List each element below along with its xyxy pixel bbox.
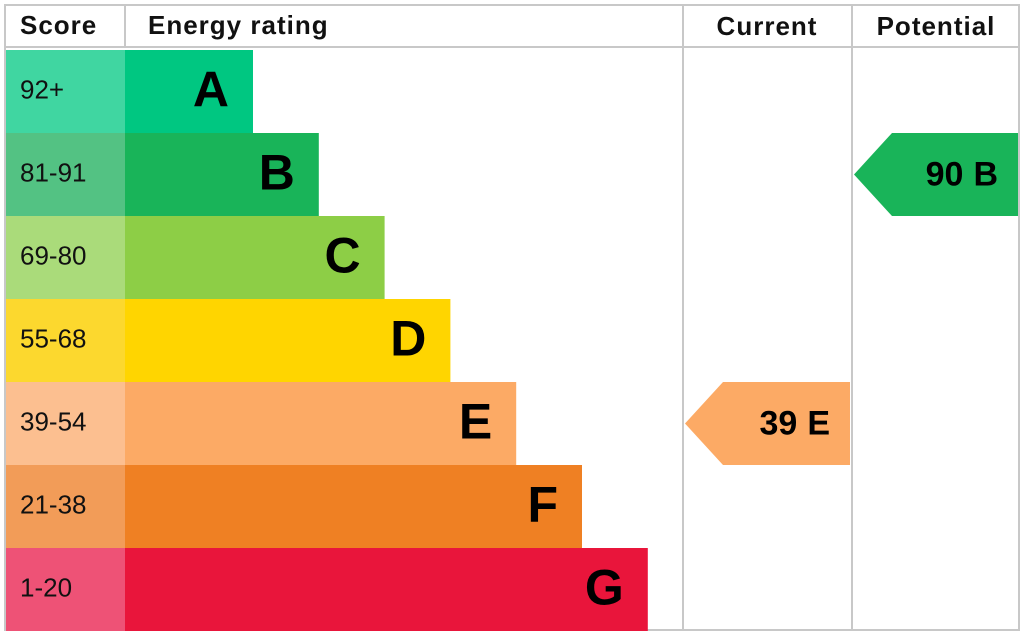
band-bar [125, 465, 582, 548]
score-cell [6, 216, 125, 299]
score-cell [6, 50, 125, 133]
score-cell [6, 465, 125, 548]
header-rating: Energy rating [148, 10, 329, 40]
header-current: Current [717, 11, 818, 41]
current-value: 39 [759, 404, 797, 442]
band-letter: G [585, 560, 624, 616]
band-bar [125, 382, 517, 465]
band-bar [125, 548, 648, 631]
score-label: 55-68 [20, 323, 87, 353]
band-bar [125, 299, 451, 382]
current-letter: E [807, 404, 830, 442]
band-letter: A [193, 62, 229, 118]
header-score: Score [20, 10, 97, 40]
potential-arrow [854, 133, 1018, 216]
potential-letter: B [973, 155, 998, 193]
band-letter: D [390, 311, 426, 367]
score-cell [6, 133, 125, 216]
header-potential: Potential [877, 11, 996, 41]
score-cell [6, 548, 125, 631]
potential-label: 90 B [926, 155, 998, 193]
score-cell [6, 382, 125, 465]
band-bar [125, 50, 253, 133]
score-label: 81-91 [20, 157, 87, 187]
band-letter: F [527, 477, 558, 533]
score-label: 92+ [20, 74, 64, 104]
score-label: 69-80 [20, 240, 87, 270]
band-letter: B [259, 145, 295, 201]
band-letter: C [324, 228, 360, 284]
current-label: 39 E [759, 404, 830, 442]
score-label: 21-38 [20, 489, 87, 519]
band-bar [125, 133, 319, 216]
band-letter: E [459, 394, 492, 450]
score-label: 1-20 [20, 572, 72, 602]
current-arrow [685, 382, 850, 465]
score-label: 39-54 [20, 406, 87, 436]
score-cell [6, 299, 125, 382]
band-bar [125, 216, 385, 299]
potential-value: 90 [926, 155, 964, 193]
